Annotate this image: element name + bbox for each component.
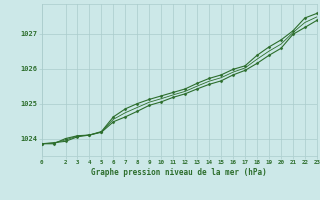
X-axis label: Graphe pression niveau de la mer (hPa): Graphe pression niveau de la mer (hPa) <box>91 168 267 177</box>
